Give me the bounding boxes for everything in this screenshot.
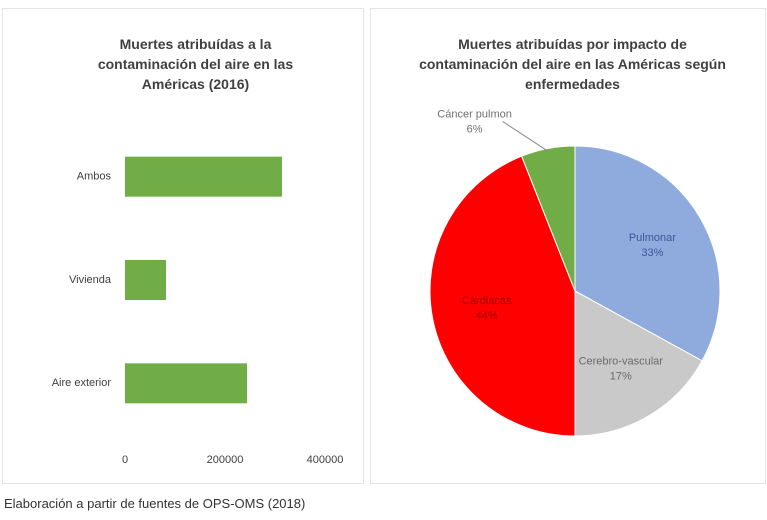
chart: 0 200000 400000 Ambos Vivienda Aire exterior P… — [52, 108, 721, 466]
pie-label-name: Pulmonar — [629, 232, 676, 244]
pie-slice — [520, 145, 576, 292]
caption: Elaboración a partir de fuentes de OPS-O… — [4, 496, 306, 511]
y-tick-label: Ambos — [77, 171, 112, 183]
y-tick-label: Vivienda — [69, 274, 112, 286]
pie-slice — [574, 145, 721, 362]
pie-label: Pulmonar 33% — [629, 232, 676, 259]
bar — [125, 260, 166, 300]
y-tick-label: Aire exterior — [52, 377, 112, 389]
pie-label-value: 6% — [467, 123, 483, 135]
bar — [125, 156, 282, 197]
pie-slice — [574, 290, 703, 437]
bar — [125, 363, 247, 404]
x-tick-label: 0 — [122, 454, 128, 466]
bar-panel — [2, 8, 364, 484]
pie-label: Cardiacas 44% — [462, 295, 512, 322]
pie-label-name: Cáncer pulmon — [437, 108, 512, 120]
x-tick-label: 200000 — [207, 454, 244, 466]
pie-label-value: 17% — [610, 370, 632, 382]
pie-label-value: 33% — [641, 247, 663, 259]
pie-label-value: 44% — [476, 310, 498, 322]
pie-label: Cerebro-vascular 17% — [579, 355, 664, 382]
pie-title: Muertes atribuídas por impacto de contam… — [419, 36, 726, 92]
pie-label: Cáncer pulmon 6% — [437, 108, 512, 135]
leader-line — [502, 121, 549, 152]
pie-slice — [429, 155, 576, 437]
pie-label-name: Cerebro-vascular — [579, 355, 664, 367]
pie-label-name: Cardiacas — [462, 295, 512, 307]
bar-title: Muertes atribuídas a la contaminación de… — [97, 36, 294, 92]
x-tick-label: 400000 — [307, 454, 344, 466]
